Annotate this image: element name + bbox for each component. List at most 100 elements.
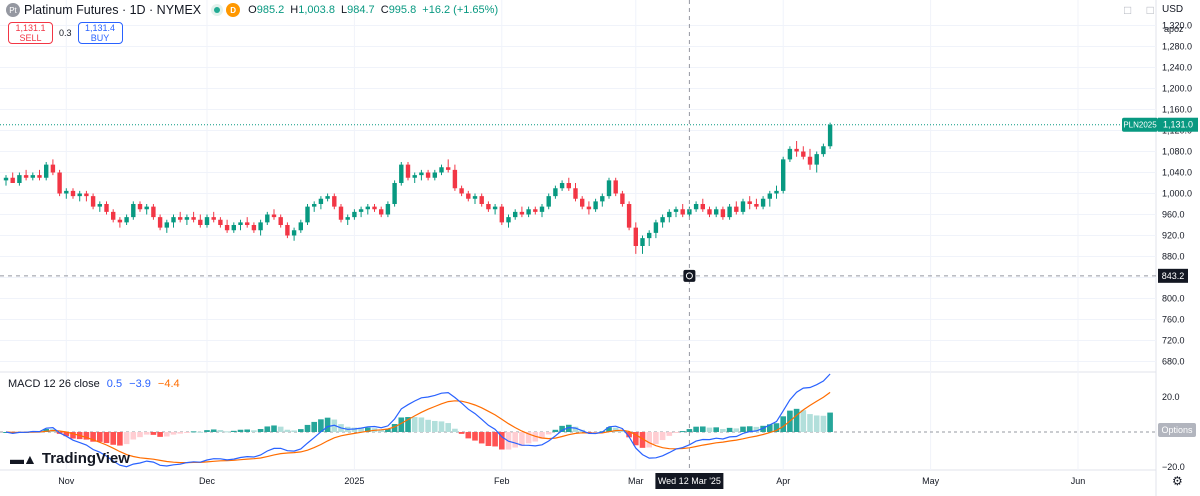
settings-gear-icon[interactable]: ⚙ (1172, 474, 1183, 488)
macd-histogram-bar (726, 427, 733, 432)
market-open-icon[interactable] (211, 4, 224, 16)
macd-tick-label: −20.0 (1162, 462, 1185, 472)
platinum-symbol-icon[interactable]: Pt (6, 3, 20, 17)
time-tick-label: Jun (1071, 476, 1086, 486)
candle-body (10, 177, 15, 183)
macd-histogram-bar (137, 432, 143, 438)
sell-label: SELL (19, 33, 42, 43)
candle-body (720, 209, 726, 218)
time-axis[interactable]: Nov Dec 2025 Feb Mar Apr May Jun (58, 476, 1085, 486)
macd-histogram-bar (90, 432, 96, 442)
last-symbol-text: PLN2025 (1123, 121, 1157, 130)
scale-mode[interactable]: apoz (1164, 24, 1184, 34)
macd-hist-value: 0.5 (106, 378, 123, 390)
candle-body (600, 196, 605, 202)
candle-body (425, 172, 431, 178)
options-badge[interactable]: Options (1158, 423, 1196, 437)
macd-histogram-bar (639, 432, 646, 448)
price-tick-label: 1,320.0 (1162, 21, 1192, 31)
macd-histogram-bar (324, 417, 331, 432)
macd-histogram-bar (793, 408, 800, 432)
macd-histogram-bar (820, 415, 827, 432)
macd-histogram-bar (291, 430, 297, 432)
macd-histogram-bar (572, 426, 579, 432)
candle-body (318, 198, 324, 204)
price-tick-label: 880.0 (1162, 252, 1185, 262)
high-value: 1,003.8 (298, 4, 335, 16)
macd-histogram-bar (418, 417, 425, 432)
buy-button[interactable]: 1,131.4 BUY (77, 22, 123, 44)
candle-body (332, 196, 337, 207)
macd-histogram-bar (626, 432, 632, 438)
candle-body (238, 222, 243, 225)
macd-histogram-bar (150, 432, 157, 435)
macd-histogram-bar (284, 429, 291, 432)
macd-histogram-bar (217, 430, 224, 432)
crosshair-price-tag (1158, 268, 1188, 283)
candle-body (459, 188, 464, 194)
spread-value: 0.3 (59, 28, 72, 38)
macd-histogram-bar (170, 432, 177, 435)
price-tick-label: 760.0 (1162, 315, 1185, 325)
macd-lines (5, 373, 831, 468)
candle-body (285, 225, 290, 236)
close-value: 995.8 (388, 4, 417, 16)
low-value: 984.7 (347, 4, 375, 16)
macd-label: MACD 12 26 close (8, 378, 100, 390)
candle-body (23, 175, 29, 178)
candle-body (90, 196, 96, 207)
candle-body (352, 211, 357, 218)
candle-body (412, 175, 417, 178)
tradingview-logo[interactable]: ▬▲ TradingView (10, 450, 130, 467)
macd-histogram-bar (110, 432, 116, 445)
macd-histogram-bar (633, 432, 639, 446)
candle-body (251, 225, 257, 231)
macd-histogram-bar (103, 432, 110, 444)
time-tick-label: Nov (58, 476, 75, 486)
candle-body (774, 190, 779, 194)
candle-body (392, 183, 397, 204)
macd-histogram-bar (224, 431, 230, 433)
macd-histogram-bar (706, 427, 713, 432)
macd-histogram-bar (713, 427, 719, 432)
candle-body (184, 217, 190, 220)
macd-histogram-bar (499, 432, 505, 450)
pane-menu-icon[interactable]: □ □ (1124, 3, 1160, 17)
candle-body (620, 193, 625, 204)
crosshair-plus-ring (685, 272, 693, 280)
price-tick-label: 920.0 (1162, 231, 1185, 241)
delayed-data-badge[interactable]: D (226, 3, 241, 17)
buy-price: 1,131.4 (85, 23, 116, 33)
price-axis[interactable]: 1,320.01,280.01,240.01,200.01,160.01,120… (1162, 21, 1192, 367)
candle-body (171, 217, 176, 223)
macd-legend[interactable]: MACD 12 26 close 0.5 −3.9 −4.4 (8, 378, 180, 390)
candle-body (767, 193, 772, 199)
sell-button[interactable]: 1,131.1 SELL (8, 22, 53, 44)
candle-body (499, 206, 504, 223)
symbol-title[interactable]: Platinum Futures · 1D · NYMEX (24, 3, 202, 17)
candle-body (559, 183, 565, 189)
macd-histogram-bar (43, 428, 49, 432)
candle-body (667, 211, 672, 218)
macd-histogram-bar (458, 432, 465, 434)
candle-body (647, 232, 652, 239)
symbol-legend: Pt Platinum Futures · 1D · NYMEX D O985.… (6, 3, 501, 17)
candle-body (754, 204, 759, 207)
macd-histogram-bar (653, 432, 659, 445)
candle-body (111, 211, 116, 220)
last-price-tag (1158, 117, 1198, 132)
candle-body (291, 230, 297, 236)
candle-body (84, 193, 89, 197)
currency-selector[interactable]: USD (1162, 4, 1184, 15)
macd-histogram-bar (606, 427, 612, 432)
macd-tick-label: 20.0 (1162, 392, 1180, 402)
macd-histogram-bar (405, 417, 411, 432)
crosshair-plus-icon (683, 269, 696, 282)
candle-body (17, 175, 22, 183)
time-tick-label: Dec (199, 476, 216, 486)
candle-body (466, 193, 471, 199)
candle-body (44, 164, 49, 178)
macd-histogram-bar (612, 427, 619, 432)
